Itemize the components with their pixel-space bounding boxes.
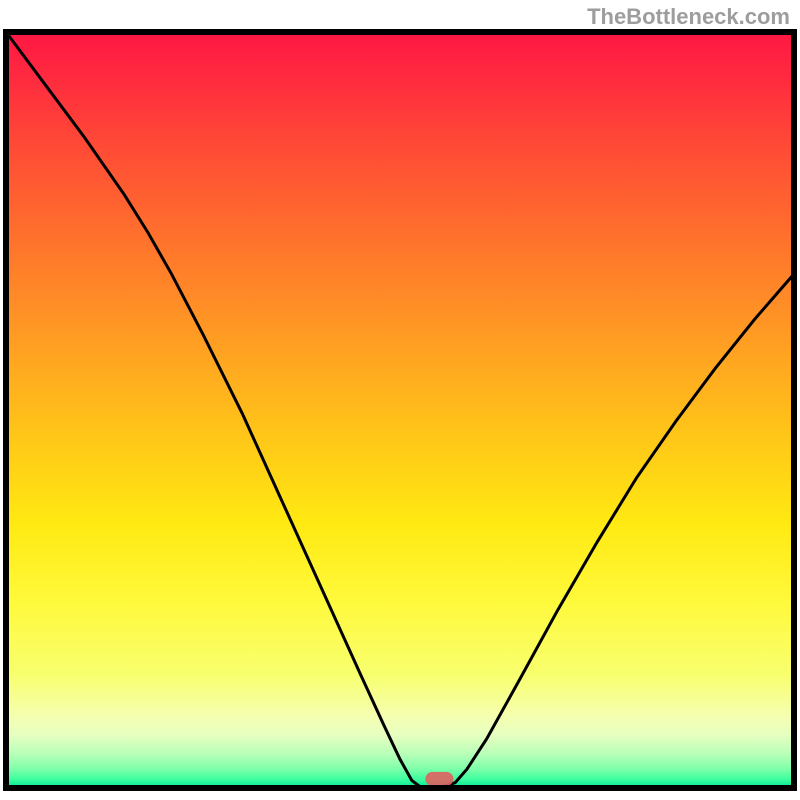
optimal-marker <box>425 772 453 786</box>
bottleneck-chart: TheBottleneck.com <box>0 0 800 800</box>
chart-svg <box>0 0 800 800</box>
gradient-background <box>6 32 794 788</box>
